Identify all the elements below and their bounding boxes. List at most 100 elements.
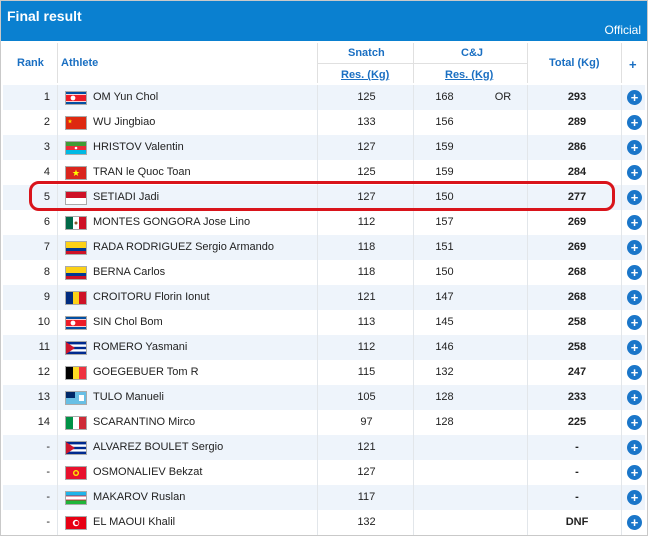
athlete-name[interactable]: SCARANTINO Mirco bbox=[93, 416, 196, 428]
snatch-result: 112 bbox=[357, 216, 376, 228]
table-row[interactable]: 7 RADA RODRIGUEZ Sergio Armando 118 151 269 + bbox=[3, 235, 645, 260]
table-row[interactable]: - EL MAOUI Khalil 132 DNF + bbox=[3, 510, 645, 535]
expand-row-button[interactable]: + bbox=[627, 365, 642, 380]
table-row[interactable]: 10 SIN Chol Bom 113 145 258 + bbox=[3, 310, 645, 335]
athlete-name[interactable]: RADA RODRIGUEZ Sergio Armando bbox=[93, 241, 274, 253]
athlete-name[interactable]: BERNA Carlos bbox=[93, 266, 166, 278]
cj-result: 145 bbox=[435, 316, 454, 328]
table-row[interactable]: 11 ROMERO Yasmani 112 146 258 + bbox=[3, 335, 645, 360]
athlete-name[interactable]: MONTES GONGORA Jose Lino bbox=[93, 216, 251, 228]
total-result: 233 bbox=[567, 391, 587, 403]
total-result: 284 bbox=[567, 166, 587, 178]
rank-cell: - bbox=[46, 466, 50, 478]
rank-cell: 8 bbox=[43, 266, 50, 278]
expand-row-button[interactable]: + bbox=[627, 315, 642, 330]
athlete-name[interactable]: EL MAOUI Khalil bbox=[93, 516, 176, 528]
rank-cell: 10 bbox=[37, 316, 50, 328]
snatch-result: 118 bbox=[357, 266, 376, 278]
athlete-name[interactable]: OM Yun Chol bbox=[93, 91, 159, 103]
table-row[interactable]: - ALVAREZ BOULET Sergio 121 - + bbox=[3, 435, 645, 460]
total-result: 247 bbox=[567, 366, 587, 378]
athlete-name[interactable]: SIN Chol Bom bbox=[93, 316, 163, 328]
expand-row-button[interactable]: + bbox=[627, 265, 642, 280]
rank-cell: 9 bbox=[43, 291, 50, 303]
snatch-result: 121 bbox=[357, 441, 376, 453]
total-header[interactable]: Total (Kg) bbox=[549, 57, 600, 69]
expand-row-button[interactable]: + bbox=[627, 290, 642, 305]
expand-row-button[interactable]: + bbox=[627, 90, 642, 105]
table-row[interactable]: 3 HRISTOV Valentin 127 159 286 + bbox=[3, 135, 645, 160]
total-result: 225 bbox=[567, 416, 587, 428]
expand-row-button[interactable]: + bbox=[627, 140, 642, 155]
table-row[interactable]: 13 TULO Manueli 105 128 233 + bbox=[3, 385, 645, 410]
table-row[interactable]: 8 BERNA Carlos 118 150 268 + bbox=[3, 260, 645, 285]
total-result: 289 bbox=[567, 116, 587, 128]
highlight-annotation bbox=[29, 181, 615, 211]
table-row[interactable]: 5 SETIADI Jadi 127 150 277 + bbox=[3, 185, 645, 210]
expand-row-button[interactable]: + bbox=[627, 390, 642, 405]
expand-row-button[interactable]: + bbox=[627, 115, 642, 130]
expand-row-button[interactable]: + bbox=[627, 465, 642, 480]
athlete-name[interactable]: GOEGEBUER Tom R bbox=[93, 366, 199, 378]
cj-result: 156 bbox=[435, 116, 454, 128]
cj-result: 150 bbox=[435, 191, 454, 203]
athlete-name[interactable]: SETIADI Jadi bbox=[93, 191, 160, 203]
rank-header[interactable]: Rank bbox=[17, 57, 44, 69]
athlete-name[interactable]: MAKAROV Ruslan bbox=[93, 491, 186, 503]
cj-result: 147 bbox=[435, 291, 454, 303]
athlete-name[interactable]: CROITORU Florin Ionut bbox=[93, 291, 210, 303]
total-result: - bbox=[575, 441, 579, 453]
cj-result: 151 bbox=[435, 241, 454, 253]
athlete-name[interactable]: HRISTOV Valentin bbox=[93, 141, 184, 153]
cj-header: C&J bbox=[461, 47, 484, 59]
expand-row-button[interactable]: + bbox=[627, 240, 642, 255]
aze-flag-icon bbox=[65, 141, 87, 155]
rank-cell: 1 bbox=[43, 91, 50, 103]
athlete-name[interactable]: TRAN le Quoc Toan bbox=[93, 166, 191, 178]
snatch-result: 97 bbox=[360, 416, 373, 428]
expand-row-button[interactable]: + bbox=[627, 165, 642, 180]
table-row[interactable]: 2 WU Jingbiao 133 156 289 + bbox=[3, 110, 645, 135]
expand-row-button[interactable]: + bbox=[627, 440, 642, 455]
table-row[interactable]: - MAKAROV Ruslan 117 - + bbox=[3, 485, 645, 510]
table-row[interactable]: 12 GOEGEBUER Tom R 115 132 247 + bbox=[3, 360, 645, 385]
snatch-result: 105 bbox=[357, 391, 376, 403]
total-result: 268 bbox=[567, 291, 587, 303]
prk-flag-icon bbox=[65, 316, 87, 330]
rank-cell: 2 bbox=[43, 116, 50, 128]
expand-row-button[interactable]: + bbox=[627, 340, 642, 355]
athlete-name[interactable]: ROMERO Yasmani bbox=[93, 341, 188, 353]
athlete-name[interactable]: OSMONALIEV Bekzat bbox=[93, 466, 203, 478]
table-row[interactable]: 1 OM Yun Chol 125 168 OR 293 + bbox=[3, 85, 645, 110]
table-row[interactable]: 4 TRAN le Quoc Toan 125 159 284 + bbox=[3, 160, 645, 185]
athlete-name[interactable]: ALVAREZ BOULET Sergio bbox=[93, 441, 224, 453]
table-row[interactable]: 14 SCARANTINO Mirco 97 128 225 + bbox=[3, 410, 645, 435]
expand-row-button[interactable]: + bbox=[627, 215, 642, 230]
cj-result: 146 bbox=[435, 341, 454, 353]
cj-res-header[interactable]: Res. (Kg) bbox=[445, 69, 494, 81]
athlete-name[interactable]: WU Jingbiao bbox=[93, 116, 156, 128]
col-flag-icon bbox=[65, 241, 87, 255]
rank-cell: 5 bbox=[43, 191, 50, 203]
athlete-name[interactable]: TULO Manueli bbox=[93, 391, 164, 403]
snatch-result: 115 bbox=[357, 366, 376, 378]
expand-row-button[interactable]: + bbox=[627, 490, 642, 505]
expand-row-button[interactable]: + bbox=[627, 515, 642, 530]
expand-row-button[interactable]: + bbox=[627, 190, 642, 205]
athlete-header[interactable]: Athlete bbox=[61, 57, 99, 69]
snatch-result: 117 bbox=[357, 491, 376, 503]
total-result: 268 bbox=[567, 266, 587, 278]
table-row[interactable]: 6 MONTES GONGORA Jose Lino 112 157 269 + bbox=[3, 210, 645, 235]
expand-row-button[interactable]: + bbox=[627, 415, 642, 430]
snatch-res-header[interactable]: Res. (Kg) bbox=[341, 69, 390, 81]
table-row[interactable]: 9 CROITORU Florin Ionut 121 147 268 + bbox=[3, 285, 645, 310]
table-row[interactable]: - OSMONALIEV Bekzat 127 - + bbox=[3, 460, 645, 485]
total-result: 286 bbox=[567, 141, 587, 153]
total-result: 269 bbox=[567, 216, 587, 228]
snatch-result: 125 bbox=[357, 91, 376, 103]
snatch-result: 127 bbox=[357, 141, 376, 153]
expand-all-button[interactable]: + bbox=[629, 57, 637, 72]
cj-result: 150 bbox=[435, 266, 454, 278]
total-result: DNF bbox=[565, 516, 589, 528]
